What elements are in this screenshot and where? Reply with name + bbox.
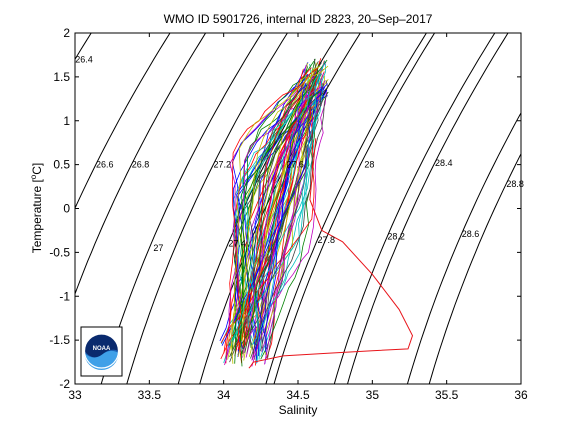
density-contour-line [75, 33, 207, 296]
x-tick-label: 33 [68, 388, 82, 402]
density-label: 28.4 [435, 158, 453, 168]
profile-line [242, 84, 309, 348]
density-label: 28.6 [462, 229, 480, 239]
density-contours [75, 33, 521, 384]
profile-line [251, 65, 307, 361]
density-contour-line [126, 33, 288, 384]
y-tick-label: 0 [63, 202, 70, 216]
x-axis-label: Salinity [279, 403, 318, 417]
profile-line [229, 89, 313, 357]
density-label: 27 [153, 243, 163, 253]
profile-line [251, 86, 317, 345]
density-labels: 26.4 26.6 26.8 27 27.2 27.4 27.6 27.8 28 28.2 28.4… [75, 54, 524, 253]
density-contour-line [347, 33, 509, 384]
profile-line [231, 67, 319, 364]
y-tick-label: -1 [59, 289, 70, 303]
profile-line [242, 67, 312, 348]
density-label: 26.8 [132, 160, 150, 170]
profile-lines [219, 58, 329, 367]
y-tick-label: 1 [63, 114, 70, 128]
x-tick-label: 35.5 [435, 388, 459, 402]
density-label: 27.2 [213, 160, 231, 170]
density-contour-line [428, 152, 521, 384]
x-tick-label: 33.5 [138, 388, 162, 402]
profile-line [230, 65, 329, 364]
profile-line [232, 63, 326, 341]
noaa-logo: NOAA [80, 326, 123, 377]
y-tick-label: -0.5 [49, 245, 70, 259]
density-label: 28.2 [387, 232, 405, 242]
highlight-profile-line [248, 138, 414, 369]
x-tick-label: 34 [217, 388, 231, 402]
density-contour-line [199, 33, 361, 384]
density-contour-line [265, 33, 427, 384]
density-label: 28 [364, 160, 374, 170]
profile-line [258, 82, 307, 357]
chart-title: WMO ID 5901726, internal ID 2823, 20–Sep… [164, 12, 433, 26]
x-axis: 33 33.5 34 34.5 35 35.5 36 [68, 33, 528, 402]
profile-line [229, 61, 325, 348]
profile-line [252, 83, 328, 341]
y-tick-label: -1.5 [49, 333, 70, 347]
profile-line [250, 92, 328, 359]
y-axis-label: Temperature [oC] [29, 163, 44, 254]
profile-line [220, 81, 315, 344]
profile-line [248, 84, 320, 357]
density-contour-line [406, 111, 521, 384]
density-label: 27.8 [318, 235, 336, 245]
y-tick-label: -2 [59, 377, 70, 391]
y-axis: -2 -1.5 -1 -0.5 0 0.5 1 1.5 2 [49, 26, 521, 391]
y-axis-label-post: C] [30, 163, 44, 175]
noaa-logo-text: NOAA [93, 346, 111, 352]
x-tick-label: 34.5 [286, 388, 310, 402]
profile-line [240, 91, 321, 367]
x-tick-label: 35 [366, 388, 380, 402]
x-tick-label: 36 [514, 388, 528, 402]
y-tick-label: 2 [63, 26, 70, 40]
density-label: 26.4 [75, 54, 93, 64]
profile-line [243, 81, 323, 343]
profile-line [231, 73, 309, 363]
density-label: 27.4 [228, 239, 246, 249]
y-axis-label-pre: Temperature [ [30, 179, 44, 254]
profile-line [249, 92, 324, 346]
y-tick-label: 0.5 [53, 158, 70, 172]
degree-symbol: o [29, 174, 38, 179]
y-tick-label: 1.5 [53, 70, 70, 84]
profile-line [225, 87, 307, 364]
profile-line [264, 91, 311, 365]
profile-line [224, 80, 326, 366]
profile-line [245, 74, 314, 358]
density-label: 26.6 [96, 160, 114, 170]
profile-line [241, 64, 319, 344]
profile-line [264, 75, 326, 355]
density-contour-line [75, 33, 171, 210]
highlight-profile [248, 138, 414, 369]
density-label: 28.8 [506, 179, 524, 189]
profile-line [244, 83, 325, 353]
profile-line [246, 91, 327, 342]
density-label: 27.6 [286, 160, 304, 170]
density-contour-line [100, 33, 263, 384]
profile-line [231, 59, 328, 356]
density-contour-line [273, 33, 436, 384]
density-contour-line [333, 33, 496, 384]
